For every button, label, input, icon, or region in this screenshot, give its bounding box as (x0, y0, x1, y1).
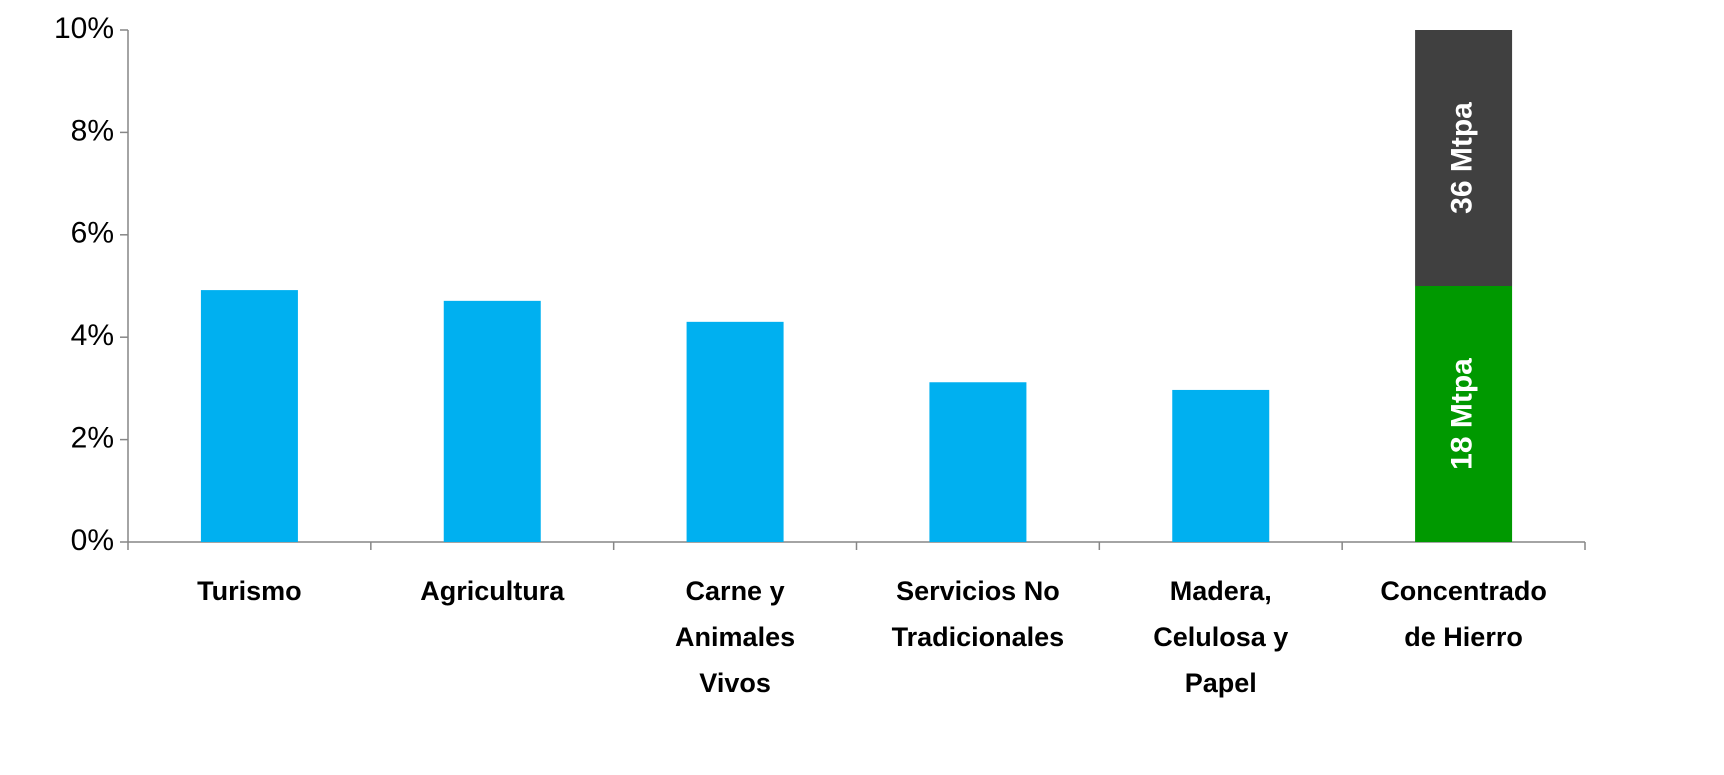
y-tick-label: 4% (71, 319, 114, 352)
x-tick-label: Servicios No Tradicionales (892, 576, 1065, 652)
x-tick-label: Madera, Celulosa y Papel (1153, 576, 1288, 698)
y-tick-label: 2% (71, 422, 114, 455)
segment-label: 18 Mtpa (1446, 358, 1479, 470)
bar (1415, 286, 1513, 542)
x-tick-label: Turismo (197, 576, 302, 606)
x-tick-label: Concentrado de Hierro (1380, 576, 1547, 652)
bar (1172, 389, 1270, 542)
y-tick-label: 6% (71, 217, 114, 250)
bar (200, 290, 298, 542)
y-tick-label: 8% (71, 114, 114, 147)
bar (929, 382, 1027, 542)
bar (1415, 30, 1513, 286)
bar (443, 300, 541, 542)
x-tick-label: Agricultura (420, 576, 565, 606)
bar (686, 321, 784, 542)
y-tick-label: 0% (71, 524, 114, 557)
segment-label: 36 Mtpa (1446, 102, 1479, 214)
x-tick-label: Carne y Animales Vivos (675, 576, 795, 698)
y-tick-label: 10% (54, 12, 114, 45)
